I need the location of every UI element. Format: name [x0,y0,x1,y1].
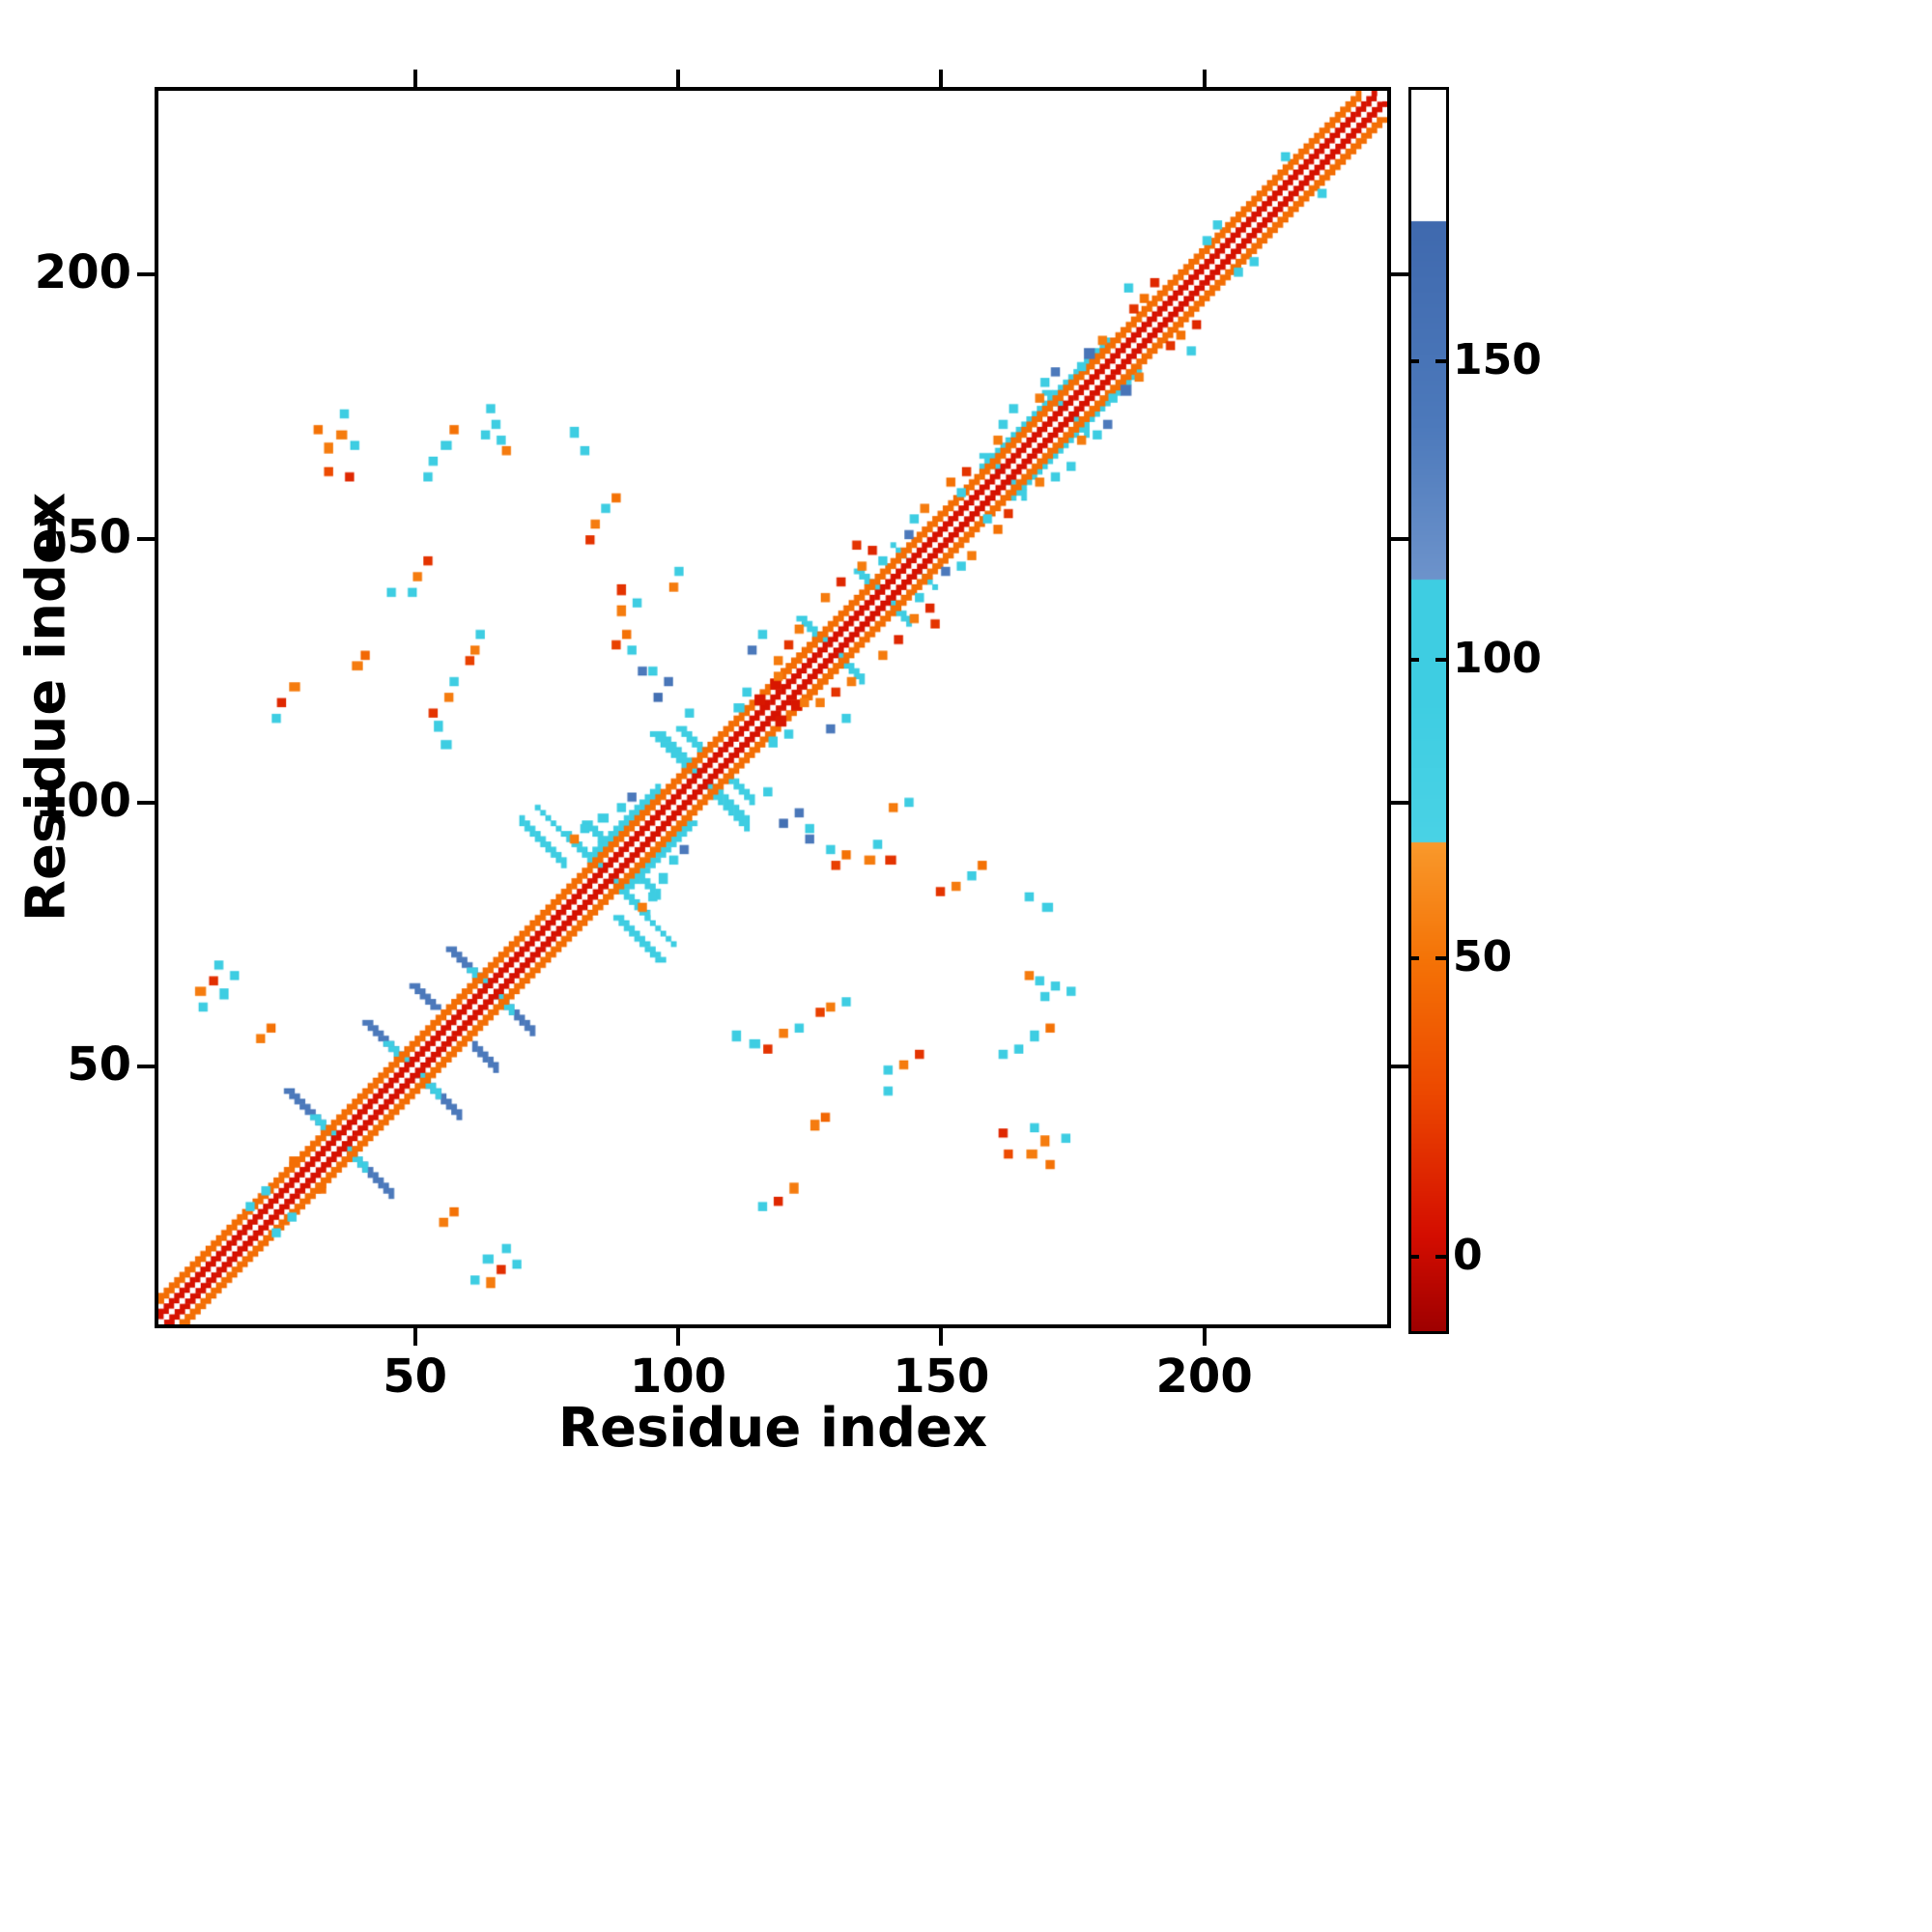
x-tick-mark-top [675,70,680,87]
y-tick-mark-right [1391,536,1408,541]
y-tick-label: 50 [67,1037,131,1093]
y-tick-mark-right [1391,272,1408,277]
x-tick-label: 50 [383,1350,447,1404]
y-tick-mark [137,800,155,805]
colorbar [1408,87,1449,1334]
x-tick-mark [939,1328,944,1346]
x-tick-mark-top [939,70,944,87]
y-tick-mark [137,536,155,541]
x-tick-mark [412,1328,417,1346]
colorbar-tick-mark-right [1435,1254,1446,1259]
x-tick-mark [1202,1328,1207,1346]
x-tick-mark [675,1328,680,1346]
x-tick-mark-top [1202,70,1207,87]
y-tick-mark [137,1065,155,1069]
colorbar-tick-label: 100 [1453,634,1542,684]
x-tick-mark-top [412,70,417,87]
y-tick-label: 100 [34,773,131,828]
colorbar-tick-mark [1408,955,1419,960]
colorbar-tick-mark [1408,359,1419,364]
x-tick-label: 150 [893,1350,990,1404]
y-tick-label: 200 [34,245,131,300]
colorbar-tick-label: 150 [1453,335,1542,385]
colorbar-tick-mark [1408,658,1419,663]
colorbar-tick-label: 0 [1453,1230,1483,1280]
colorbar-tick-mark-right [1435,955,1446,960]
colorbar-tick-mark-right [1435,658,1446,663]
plot-area [155,87,1391,1328]
x-tick-label: 200 [1155,1350,1253,1404]
colorbar-tick-label: 50 [1453,931,1513,981]
contact-map-canvas [158,91,1387,1324]
colorbar-gradient [1411,90,1446,1331]
x-tick-label: 100 [629,1350,727,1404]
x-axis-label: Residue index [557,1397,988,1460]
y-tick-mark [137,272,155,277]
y-tick-label: 150 [34,509,131,564]
y-tick-mark-right [1391,1065,1408,1069]
colorbar-tick-mark [1408,1254,1419,1259]
colorbar-tick-mark-right [1435,359,1446,364]
y-tick-mark-right [1391,800,1408,805]
